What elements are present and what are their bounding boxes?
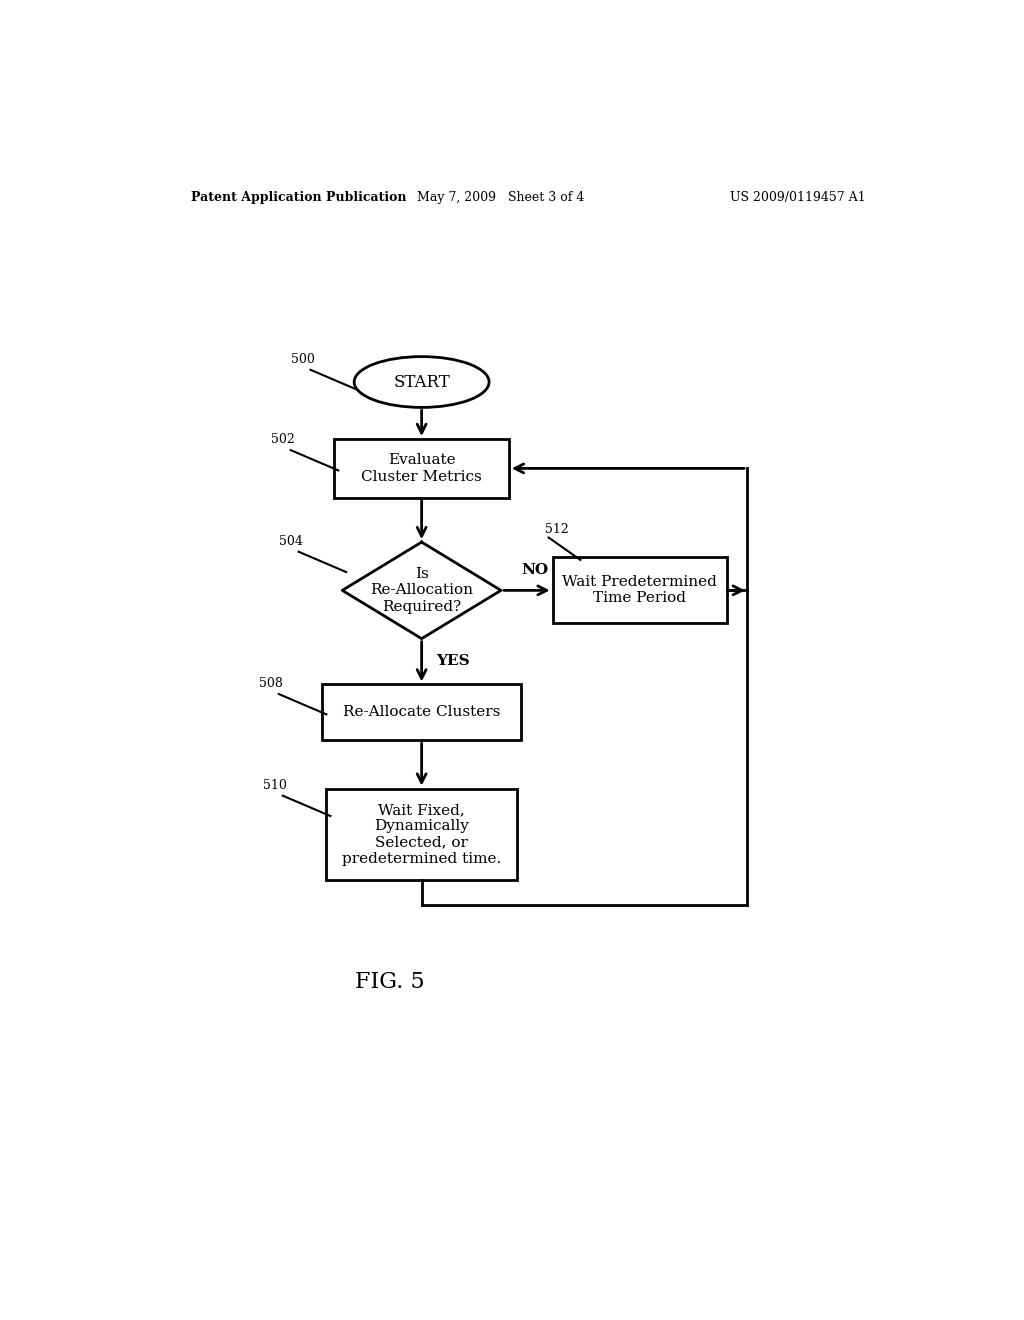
Text: NO: NO [521,564,548,577]
Text: Is
Re-Allocation
Required?: Is Re-Allocation Required? [370,568,473,614]
Text: Wait Fixed,
Dynamically
Selected, or
predetermined time.: Wait Fixed, Dynamically Selected, or pre… [342,803,502,866]
Text: 500: 500 [291,354,314,366]
Text: 508: 508 [259,677,283,690]
Text: 502: 502 [271,433,295,446]
Polygon shape [342,543,501,639]
Bar [334,440,509,498]
Text: FIG. 5: FIG. 5 [355,970,425,993]
Text: Re-Allocate Clusters: Re-Allocate Clusters [343,705,501,719]
Text: US 2009/0119457 A1: US 2009/0119457 A1 [730,190,866,203]
Text: 512: 512 [545,523,568,536]
Text: 510: 510 [263,779,287,792]
Bar [323,684,521,741]
Text: May 7, 2009   Sheet 3 of 4: May 7, 2009 Sheet 3 of 4 [418,190,585,203]
Bar [553,557,727,623]
Text: 504: 504 [279,535,303,548]
Text: START: START [393,374,450,391]
Bar [327,788,517,880]
Text: Wait Predetermined
Time Period: Wait Predetermined Time Period [562,576,717,606]
Text: Evaluate
Cluster Metrics: Evaluate Cluster Metrics [361,453,482,483]
Ellipse shape [354,356,489,408]
Text: YES: YES [436,653,470,668]
Text: Patent Application Publication: Patent Application Publication [191,190,407,203]
